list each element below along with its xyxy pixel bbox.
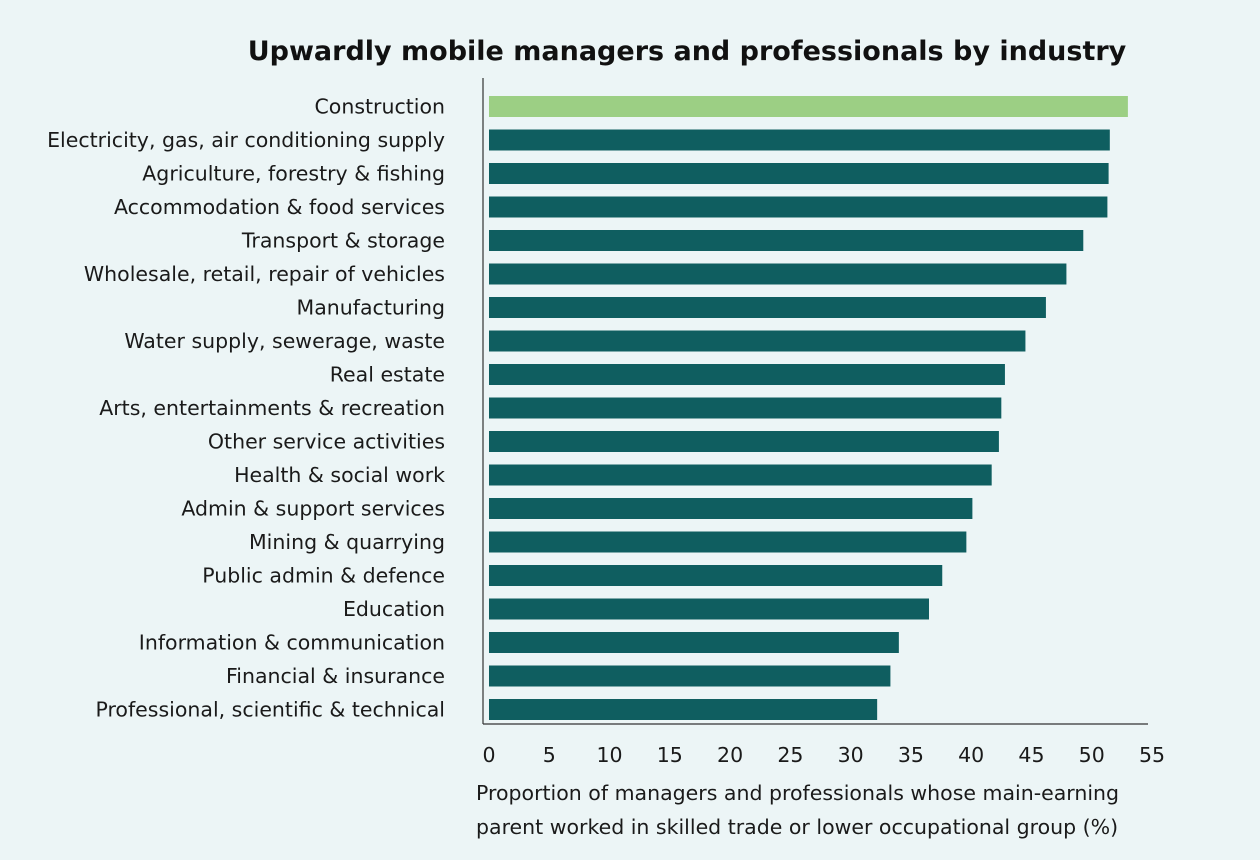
x-tick-label: 10 (596, 743, 622, 767)
x-tick-label: 30 (838, 743, 864, 767)
x-axis-label-line-1: Proportion of managers and professionals… (476, 781, 1119, 805)
category-label: Arts, entertainments & recreation (99, 396, 445, 420)
x-tick-label: 50 (1079, 743, 1105, 767)
category-label: Health & social work (234, 463, 445, 487)
category-label: Professional, scientific & technical (95, 698, 445, 722)
x-tick-label: 35 (898, 743, 924, 767)
bar-12 (489, 498, 973, 519)
chart-title: Upwardly mobile managers and professiona… (248, 36, 1127, 67)
category-label: Other service activities (208, 430, 445, 454)
category-label: Transport & storage (241, 229, 445, 253)
category-label: Public admin & defence (202, 564, 445, 588)
category-label: Agriculture, forestry & fishing (142, 162, 445, 186)
category-label: Education (343, 597, 445, 621)
bar-9 (489, 397, 1002, 419)
category-label: Electricity, gas, air conditioning suppl… (47, 128, 445, 152)
x-tick-label: 45 (1018, 743, 1044, 767)
x-tick-labels: 0 5 10 15 20 25 30 35 40 45 50 55 (482, 743, 1165, 767)
bar-15 (489, 598, 929, 620)
x-tick-label: 15 (657, 743, 683, 767)
bars-group (489, 96, 1128, 720)
category-label: Real estate (330, 363, 445, 387)
x-tick-label: 5 (543, 743, 556, 767)
category-label: Manufacturing (297, 296, 445, 320)
category-label: Construction (314, 95, 445, 119)
category-label: Financial & insurance (226, 664, 445, 688)
category-label: Admin & support services (181, 497, 445, 521)
bar-6 (489, 297, 1046, 318)
bar-13 (489, 531, 967, 553)
bar-1 (489, 129, 1110, 151)
x-axis-label-line-2: parent worked in skilled trade or lower … (476, 815, 1118, 839)
x-tick-label: 0 (482, 743, 495, 767)
category-labels: Construction Electricity, gas, air condit… (47, 95, 445, 722)
x-tick-label: 40 (958, 743, 984, 767)
x-tick-label: 25 (777, 743, 803, 767)
bar-0 (489, 96, 1128, 117)
bar-17 (489, 665, 891, 687)
bar-11 (489, 464, 992, 486)
bar-2 (489, 163, 1109, 184)
x-tick-label: 20 (717, 743, 743, 767)
category-label: Wholesale, retail, repair of vehicles (84, 262, 445, 286)
bar-7 (489, 330, 1026, 352)
bar-10 (489, 431, 999, 452)
bar-3 (489, 196, 1108, 218)
category-label: Information & communication (139, 631, 445, 655)
bar-8 (489, 364, 1005, 385)
category-label: Mining & quarrying (249, 530, 445, 554)
bar-4 (489, 230, 1084, 251)
bar-18 (489, 699, 878, 720)
bar-16 (489, 632, 899, 653)
x-tick-label: 55 (1139, 743, 1165, 767)
bar-14 (489, 565, 943, 586)
category-label: Accommodation & food services (114, 195, 445, 219)
bar-5 (489, 263, 1067, 285)
category-label: Water supply, sewerage, waste (124, 329, 445, 353)
